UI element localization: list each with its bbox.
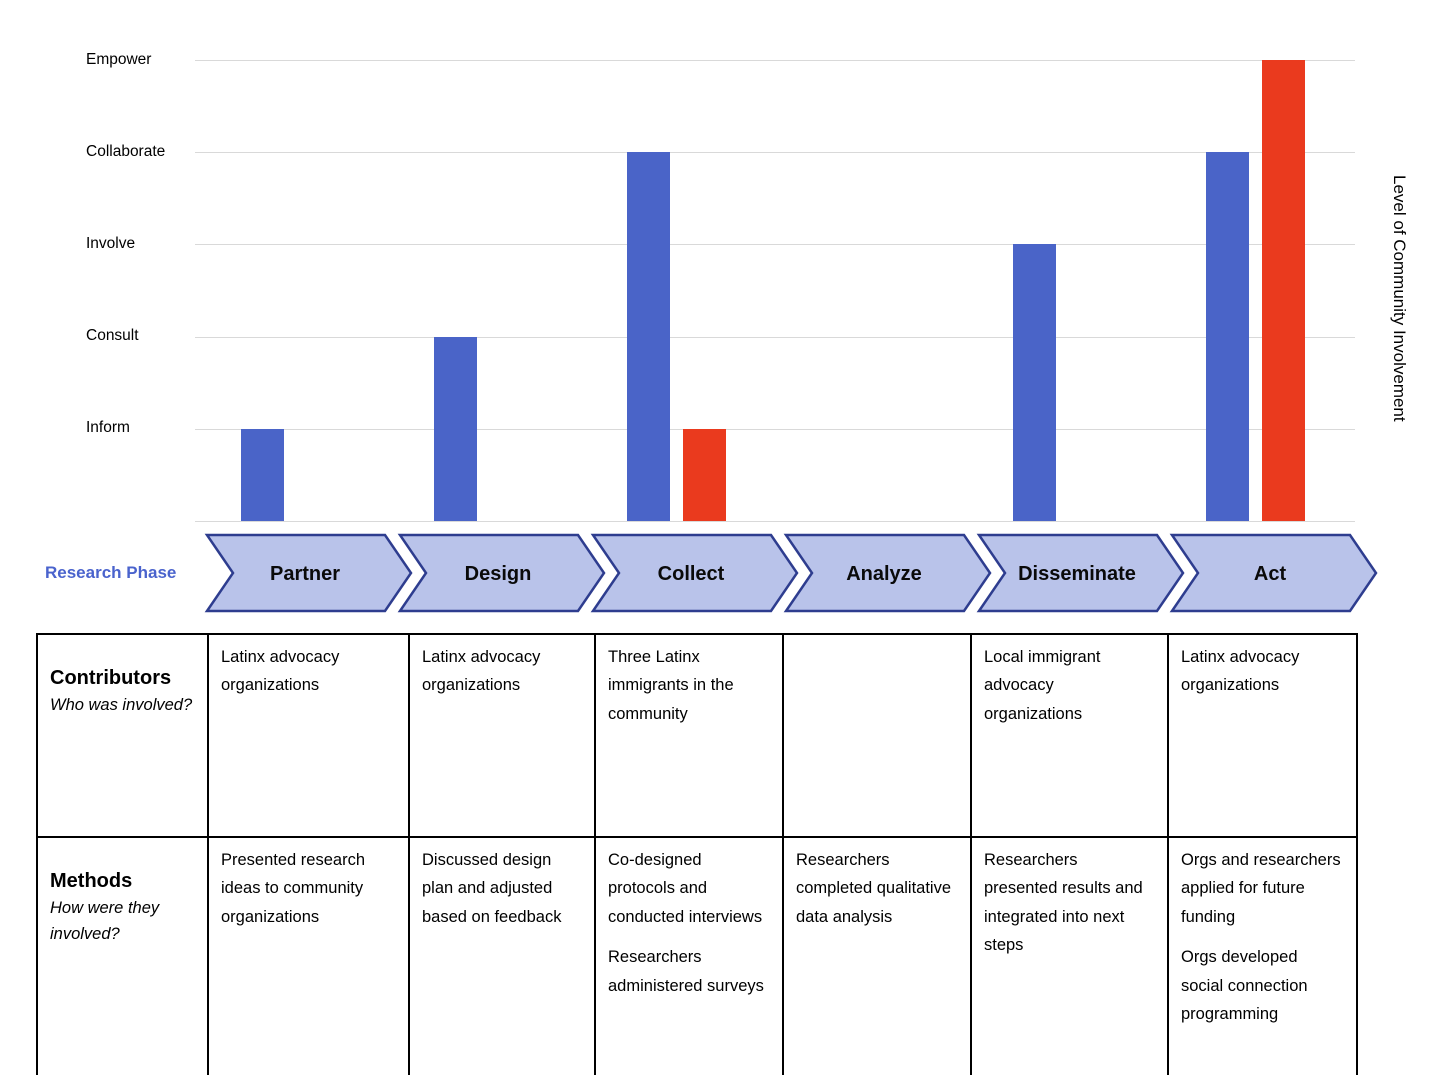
bar-design-blue — [434, 336, 477, 521]
phase-arrow-design: Design — [397, 533, 606, 613]
methods-cell-disseminate: Researchers presented results and integr… — [970, 836, 1169, 1075]
cell-text: Co-designed protocols and conducted inte… — [608, 851, 763, 926]
cell-text: Researchers completed qualitative data a… — [796, 851, 952, 926]
gridline — [195, 521, 1355, 522]
y-axis-label-involve: Involve — [86, 235, 136, 252]
bar-disseminate-blue — [1013, 244, 1056, 521]
methods-subtitle: How were they involved? — [50, 899, 160, 943]
y-axis-label-inform: Inform — [86, 419, 130, 436]
cell-text: Orgs and researchers applied for future … — [1181, 851, 1341, 926]
bar-act-blue — [1206, 152, 1249, 521]
contributors-title: Contributors — [50, 667, 172, 689]
table-row-methods: Methods How were they involved? Presente… — [36, 836, 1358, 1075]
methods-cell-collect: Co-designed protocols and conducted inte… — [594, 836, 784, 1075]
contributors-cell-collect: Three Latinx immigrants in the community — [594, 633, 784, 838]
bar-collect-red — [683, 428, 726, 521]
contributors-cell-partner: Latinx advocacy organizations — [207, 633, 410, 838]
bar-act-red — [1262, 60, 1305, 521]
contributors-cell-disseminate: Local immigrant advocacy organizations — [970, 633, 1169, 838]
methods-title: Methods — [50, 870, 133, 892]
phase-arrow-analyze-label: Analyze — [846, 563, 922, 585]
phase-arrow-analyze: Analyze — [783, 533, 992, 613]
right-axis-title: Level of Community Involvement — [1390, 174, 1409, 422]
phase-arrow-partner: Partner — [204, 533, 413, 613]
contributors-cell-design: Latinx advocacy organizations — [408, 633, 596, 838]
phase-details-table: Contributors Who was involved? Latinx ad… — [36, 633, 1358, 1075]
bar-partner-blue — [241, 428, 284, 521]
phase-arrow-disseminate-label: Disseminate — [1018, 563, 1136, 585]
cell-text: Discussed design plan and adjusted based… — [422, 851, 562, 926]
gridline — [195, 244, 1355, 246]
phase-arrow-act: Act — [1169, 533, 1378, 613]
phase-arrow-collect-label: Collect — [658, 563, 725, 585]
phase-arrow-partner-label: Partner — [270, 563, 340, 585]
phase-arrow-design-label: Design — [465, 563, 532, 585]
cell-text: Orgs developed social connection program… — [1181, 948, 1308, 1023]
methods-cell-act: Orgs and researchers applied for future … — [1167, 836, 1358, 1075]
gridline — [195, 336, 1355, 338]
cell-text: Latinx advocacy organizations — [422, 648, 541, 695]
gridline — [195, 60, 1355, 61]
contributors-row-header: Contributors Who was involved? — [36, 633, 209, 838]
gridline — [195, 428, 1355, 430]
research-phase-label: Research Phase — [45, 563, 177, 582]
y-axis-label-empower: Empower — [86, 51, 152, 68]
methods-cell-analyze: Researchers completed qualitative data a… — [782, 836, 972, 1075]
phase-arrow-row: Partner Design Collect Analyze Dissemina… — [204, 533, 1378, 613]
phase-arrow-disseminate: Disseminate — [976, 533, 1185, 613]
contributors-subtitle: Who was involved? — [50, 696, 193, 714]
y-axis-label-collaborate: Collaborate — [86, 143, 166, 160]
cell-text: Latinx advocacy organizations — [1181, 648, 1300, 695]
plot-area — [195, 60, 1355, 522]
y-axis-label-consult: Consult — [86, 327, 139, 344]
methods-cell-partner: Presented research ideas to community or… — [207, 836, 410, 1075]
phase-arrow-collect: Collect — [590, 533, 799, 613]
cell-text: Presented research ideas to community or… — [221, 851, 365, 926]
contributors-cell-act: Latinx advocacy organizations — [1167, 633, 1358, 838]
cell-text: Local immigrant advocacy organizations — [984, 648, 1101, 723]
gridline — [195, 152, 1355, 154]
table-row-contributors: Contributors Who was involved? Latinx ad… — [36, 633, 1358, 838]
methods-row-header: Methods How were they involved? — [36, 836, 209, 1075]
cell-text: Latinx advocacy organizations — [221, 648, 340, 695]
cell-text: Researchers presented results and integr… — [984, 851, 1143, 955]
cell-text: Researchers administered surveys — [608, 948, 764, 995]
bar-collect-blue — [627, 152, 670, 521]
methods-cell-design: Discussed design plan and adjusted based… — [408, 836, 596, 1075]
contributors-cell-analyze — [782, 633, 972, 838]
cell-text: Three Latinx immigrants in the community — [608, 648, 734, 723]
phase-arrow-act-label: Act — [1254, 563, 1287, 585]
